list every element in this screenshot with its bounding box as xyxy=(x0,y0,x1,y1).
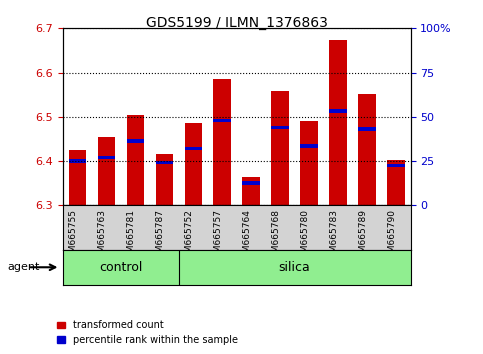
Text: GSM665768: GSM665768 xyxy=(271,209,280,264)
Bar xyxy=(69,159,86,163)
Text: GSM665752: GSM665752 xyxy=(184,209,193,264)
Text: control: control xyxy=(99,261,142,274)
Bar xyxy=(329,40,347,205)
Bar xyxy=(358,127,376,131)
Text: silica: silica xyxy=(279,261,311,274)
Text: GSM665763: GSM665763 xyxy=(97,209,106,264)
Text: GSM665757: GSM665757 xyxy=(213,209,222,264)
Bar xyxy=(127,115,144,205)
Bar xyxy=(387,164,405,167)
Bar xyxy=(213,79,231,205)
Bar xyxy=(98,137,115,205)
Bar xyxy=(242,182,260,185)
Bar xyxy=(271,126,289,129)
Text: GSM665790: GSM665790 xyxy=(387,209,396,264)
Text: GSM665783: GSM665783 xyxy=(329,209,338,264)
Bar xyxy=(242,177,260,205)
Bar xyxy=(300,144,318,148)
Bar xyxy=(358,94,376,205)
Bar xyxy=(387,160,405,205)
Text: agent: agent xyxy=(7,262,40,272)
Text: GSM665764: GSM665764 xyxy=(242,209,251,264)
Bar xyxy=(98,156,115,159)
Bar xyxy=(127,139,144,143)
Text: GSM665789: GSM665789 xyxy=(358,209,367,264)
Bar xyxy=(185,147,202,150)
Text: GSM665755: GSM665755 xyxy=(68,209,77,264)
Bar xyxy=(271,91,289,205)
Bar xyxy=(156,154,173,205)
Bar xyxy=(213,119,231,122)
Text: GSM665781: GSM665781 xyxy=(126,209,135,264)
Bar xyxy=(69,150,86,205)
Text: GSM665780: GSM665780 xyxy=(300,209,309,264)
Bar xyxy=(156,161,173,164)
Legend: transformed count, percentile rank within the sample: transformed count, percentile rank withi… xyxy=(53,316,242,349)
Bar xyxy=(185,124,202,205)
Text: GDS5199 / ILMN_1376863: GDS5199 / ILMN_1376863 xyxy=(146,16,327,30)
Bar xyxy=(329,109,347,113)
Bar xyxy=(300,121,318,205)
Text: GSM665787: GSM665787 xyxy=(155,209,164,264)
